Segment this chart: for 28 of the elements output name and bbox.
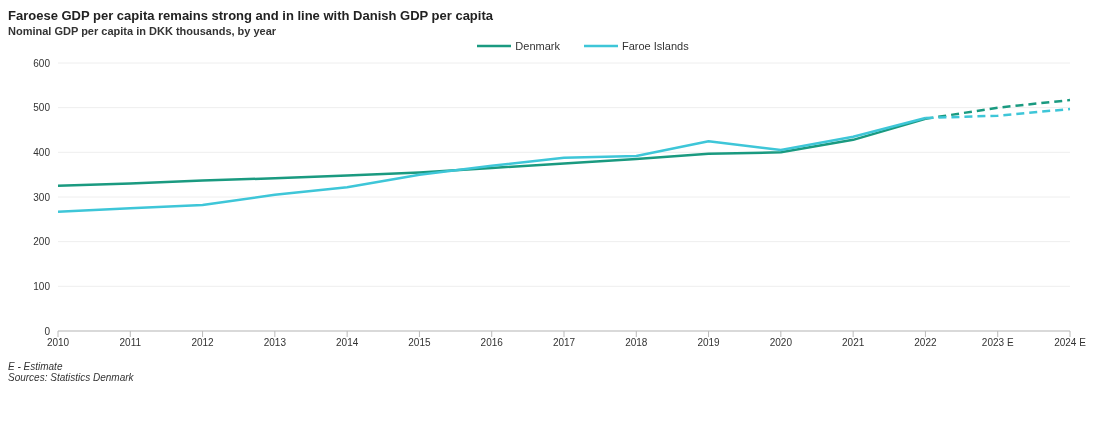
y-tick-label: 500 [33,102,51,114]
x-tick-label: 2017 [552,337,576,349]
y-tick-label: 400 [33,146,51,158]
legend-label: Faroe Islands [621,40,689,52]
x-tick-label: 2024 E [1054,337,1087,349]
text: E - Estimate [8,361,64,372]
x-tick-label: 2022 [914,337,937,349]
x-tick-label: 2020 [769,337,793,349]
x-tick-label: 2012 [191,337,215,349]
x-tick-label: 2019 [697,337,721,349]
y-tick-label: 100 [33,280,51,292]
x-tick-label: 2021 [842,337,865,349]
x-tick-label: 2016 [480,337,504,349]
x-tick-label: 2011 [119,337,142,349]
x-tick-label: 2015 [408,337,431,349]
chart-title: Faroese GDP per capita remains strong and in line with Danish GDP per capita [8,8,494,23]
x-tick-label: 2010 [46,337,70,349]
y-tick-label: 0 [44,325,51,337]
y-tick-label: 200 [33,236,51,248]
chart-subtitle: Nominal GDP per capita in DKK thousands, by year [8,25,278,37]
x-tick-label: 2013 [263,337,287,349]
source-note: Sources: Statistics Denmark [8,372,135,383]
legend-label: Denmark [515,40,560,52]
y-tick-label: 300 [33,191,51,203]
x-tick-label: 2023 E [981,337,1014,349]
x-tick-label: 2014 [336,337,359,349]
x-tick-label: 2018 [625,337,648,349]
y-tick-label: 600 [33,57,51,69]
